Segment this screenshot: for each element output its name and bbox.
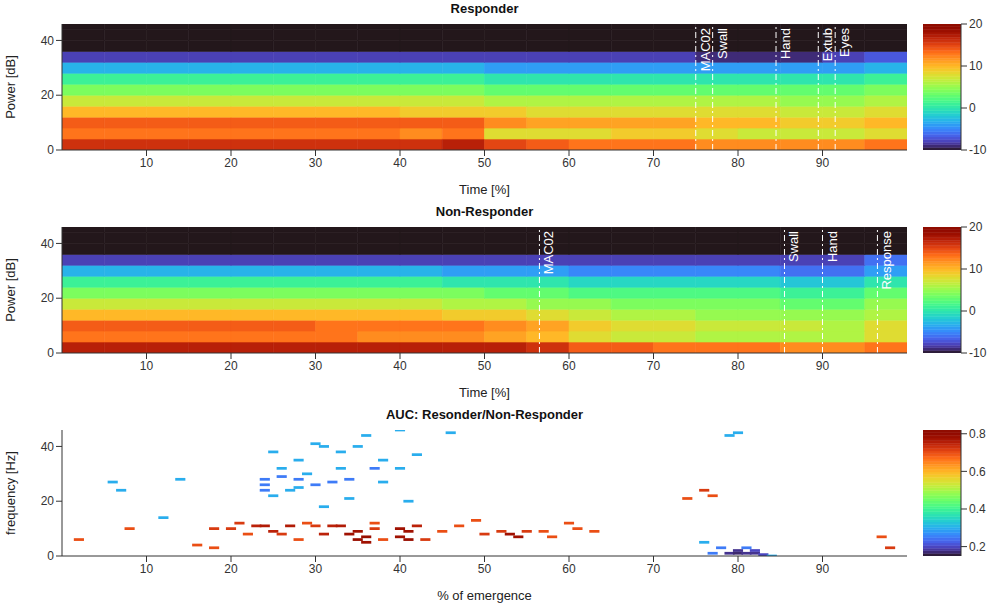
svg-text:40: 40	[393, 156, 407, 170]
svg-text:30: 30	[309, 562, 323, 576]
svg-text:60: 60	[562, 562, 576, 576]
svg-text:50: 50	[478, 156, 492, 170]
svg-text:30: 30	[309, 359, 323, 373]
svg-text:Swall: Swall	[715, 28, 730, 59]
svg-text:0.2: 0.2	[969, 540, 986, 554]
svg-text:0: 0	[969, 101, 976, 115]
svg-text:Response: Response	[879, 231, 894, 290]
svg-text:Time [%]: Time [%]	[459, 385, 510, 400]
html-text:Non-Responder: Non-Responder	[435, 204, 534, 219]
svg-text:0: 0	[47, 549, 54, 563]
html-text:AUC: Resonder/Non-Responder: AUC: Resonder/Non-Responder	[385, 407, 584, 422]
svg-text:Swall: Swall	[786, 231, 801, 262]
svg-text:10: 10	[969, 59, 983, 73]
svg-text:10: 10	[140, 359, 154, 373]
svg-text:20: 20	[224, 562, 238, 576]
svg-text:80: 80	[731, 562, 745, 576]
svg-text:50: 50	[478, 562, 492, 576]
svg-text:20: 20	[41, 494, 55, 508]
svg-text:0: 0	[47, 346, 54, 360]
svg-text:Hand: Hand	[825, 231, 840, 262]
svg-text:40: 40	[393, 562, 407, 576]
svg-text:10: 10	[140, 156, 154, 170]
svg-text:0.6: 0.6	[969, 465, 986, 479]
svg-text:90: 90	[816, 156, 830, 170]
svg-text:Power [dB]: Power [dB]	[3, 258, 18, 322]
svg-text:0: 0	[47, 143, 54, 157]
svg-text:Time [%]: Time [%]	[459, 182, 510, 197]
svg-text:40: 40	[41, 440, 55, 454]
svg-text:20: 20	[969, 221, 983, 234]
svg-text:Hand: Hand	[778, 28, 793, 59]
svg-text:frequency [Hz]: frequency [Hz]	[3, 451, 18, 535]
svg-text:10: 10	[140, 562, 154, 576]
svg-text:0.8: 0.8	[969, 427, 986, 441]
svg-text:Power [dB]: Power [dB]	[3, 55, 18, 119]
svg-text:0.4: 0.4	[969, 502, 986, 516]
svg-text:Eyes: Eyes	[837, 28, 852, 57]
svg-text:60: 60	[562, 156, 576, 170]
svg-text:40: 40	[41, 34, 55, 48]
svg-text:10: 10	[969, 262, 983, 276]
svg-text:20: 20	[41, 291, 55, 305]
svg-text:20: 20	[224, 359, 238, 373]
svg-text:20: 20	[224, 156, 238, 170]
html-text:Responder: Responder	[450, 1, 519, 16]
svg-text:40: 40	[393, 359, 407, 373]
svg-text:80: 80	[731, 156, 745, 170]
svg-text:Extub: Extub	[820, 28, 835, 61]
svg-text:-10: -10	[969, 143, 987, 157]
svg-text:90: 90	[816, 359, 830, 373]
svg-text:70: 70	[647, 359, 661, 373]
svg-text:50: 50	[478, 359, 492, 373]
svg-text:30: 30	[309, 156, 323, 170]
svg-text:MAC02: MAC02	[541, 231, 556, 274]
svg-text:70: 70	[647, 562, 661, 576]
svg-text:70: 70	[647, 156, 661, 170]
svg-text:90: 90	[816, 562, 830, 576]
svg-text:20: 20	[969, 18, 983, 31]
svg-text:-10: -10	[969, 346, 987, 360]
svg-text:80: 80	[731, 359, 745, 373]
svg-text:20: 20	[41, 88, 55, 102]
svg-text:% of emergence: % of emergence	[437, 588, 532, 603]
svg-text:60: 60	[562, 359, 576, 373]
svg-text:MAC02: MAC02	[698, 28, 713, 71]
svg-text:40: 40	[41, 237, 55, 251]
svg-text:0: 0	[969, 304, 976, 318]
